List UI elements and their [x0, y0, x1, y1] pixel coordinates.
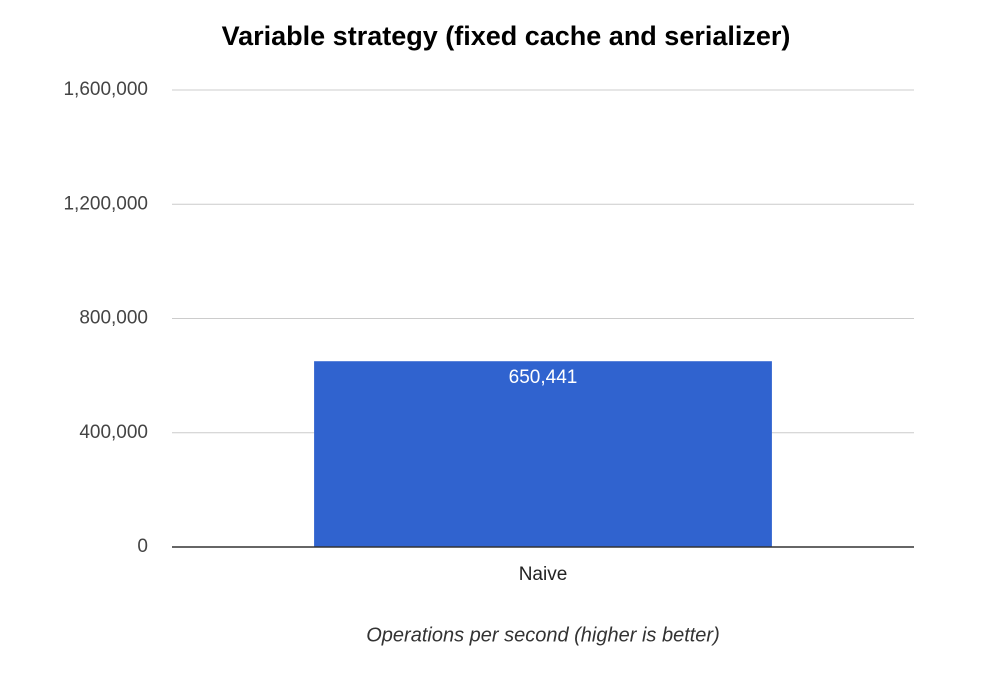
y-tick-label: 1,200,000: [63, 193, 148, 214]
data-label: 650,441: [509, 367, 578, 388]
chart-title: Variable strategy (fixed cache and seria…: [222, 21, 791, 51]
x-tick-label: Naive: [519, 564, 568, 585]
x-axis-label: Operations per second (higher is better): [366, 624, 720, 646]
y-tick-label: 800,000: [79, 308, 148, 329]
bar: [314, 361, 772, 547]
y-tick-label: 1,600,000: [63, 79, 148, 100]
y-tick-label: 400,000: [79, 422, 148, 443]
y-tick-label: 0: [137, 536, 148, 557]
